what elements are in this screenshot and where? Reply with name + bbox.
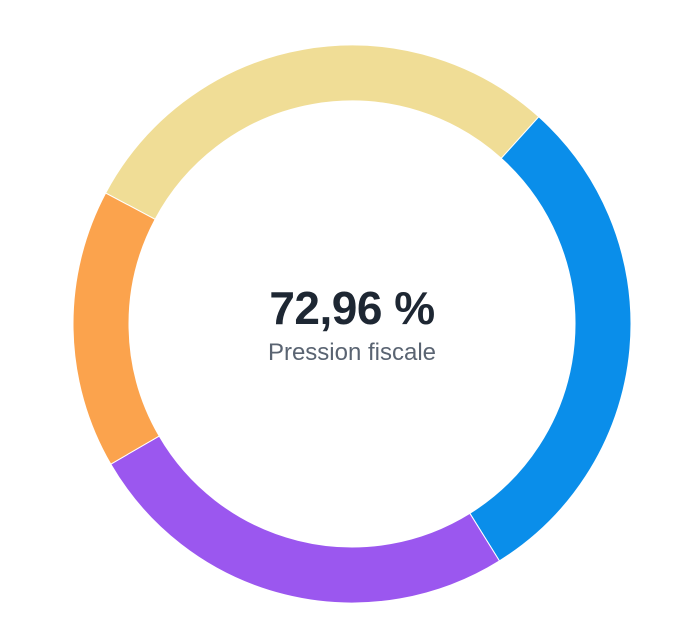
center-value: 72,96 % [269, 282, 435, 334]
donut-slice-1[interactable] [104, 44, 540, 220]
donut-slice-2[interactable] [469, 116, 632, 562]
center-label: Pression fiscale [267, 339, 437, 366]
donut-slice-3[interactable] [110, 435, 501, 604]
donut-slice-4[interactable] [72, 192, 160, 465]
